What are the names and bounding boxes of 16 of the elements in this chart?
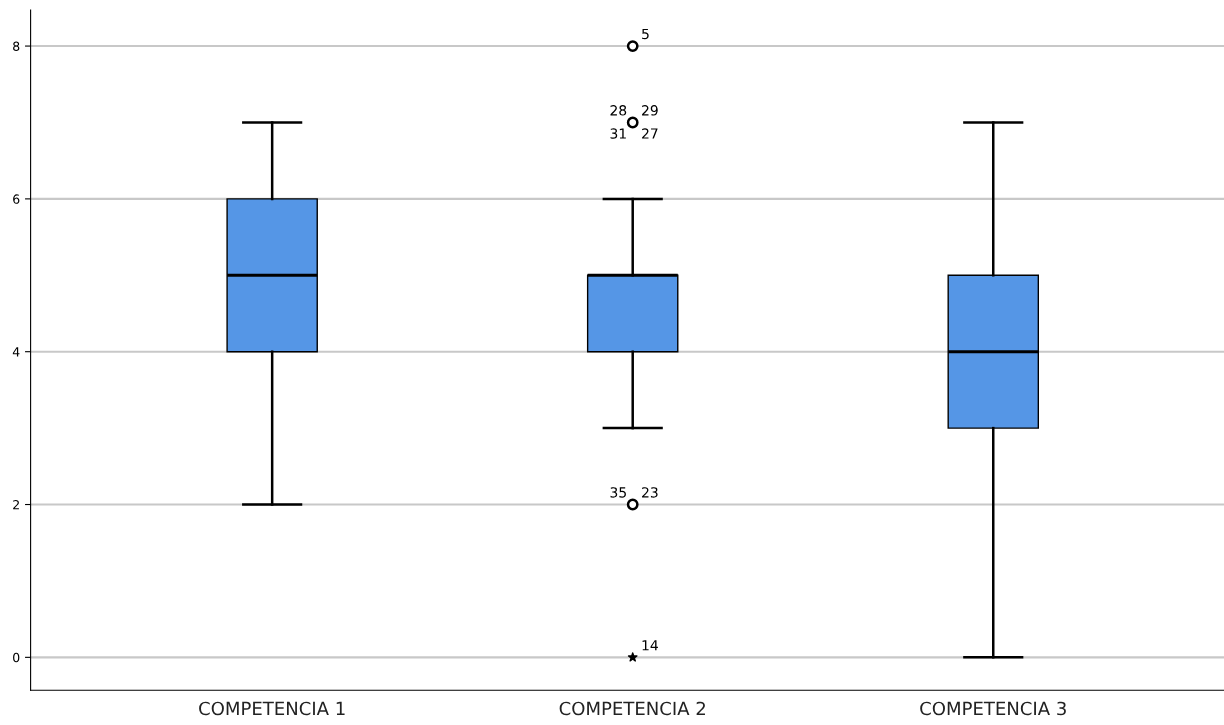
annotation: 31 bbox=[610, 128, 626, 139]
annotation: 35 bbox=[610, 487, 626, 498]
annotation: 29 bbox=[642, 105, 658, 116]
y-tick-label: 8 bbox=[13, 41, 20, 51]
y-tick-label: 6 bbox=[13, 194, 20, 204]
y-tick-label: 4 bbox=[12, 347, 20, 357]
annotation: 28 bbox=[610, 105, 627, 116]
annotation: 23 bbox=[642, 487, 658, 498]
annotation: 14 bbox=[642, 640, 658, 651]
annotation: 5 bbox=[642, 28, 649, 40]
x-tick-label: COMPETENCIA 2 bbox=[559, 701, 705, 716]
y-tick-label: 0 bbox=[13, 652, 20, 663]
x-tick-label: COMPETENCIA 1 bbox=[199, 701, 345, 716]
annotation: 27 bbox=[642, 128, 658, 139]
y-tick-label: 2 bbox=[13, 500, 19, 510]
x-tick-label: COMPETENCIA 3 bbox=[920, 701, 1066, 716]
